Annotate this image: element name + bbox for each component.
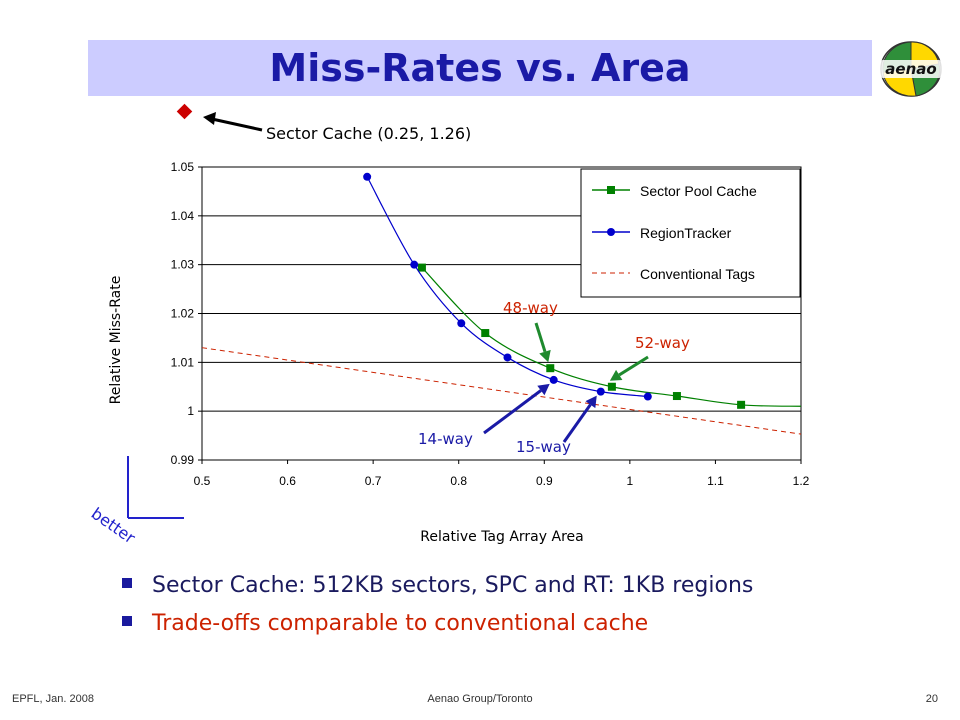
annotation-14-way-arrow <box>483 389 542 435</box>
x-tick-label: 1.1 <box>707 474 724 488</box>
y-tick-label: 1.05 <box>171 160 195 174</box>
series-line-conventional-tags <box>201 347 802 435</box>
annotation-15-way-arrowhead <box>585 395 597 409</box>
footer-center: Aenao Group/Toronto <box>427 693 533 705</box>
x-tick-label: 1.2 <box>793 474 810 488</box>
y-tick-label: 0.99 <box>171 453 195 467</box>
better-indicator: better <box>88 456 184 548</box>
annotations-layer: 48-way 52-way 14-way 15-way <box>418 299 690 456</box>
series-layer <box>201 172 802 435</box>
annotation-14-way: 14-way <box>418 430 473 448</box>
data-point-sector-pool-cache <box>481 329 490 338</box>
annotation-15-way-arrow <box>562 403 592 443</box>
data-point-regiontracker <box>503 353 512 362</box>
data-point-sector-pool-cache <box>546 364 555 373</box>
footer-left: EPFL, Jan. 2008 <box>12 693 94 705</box>
data-point-sector-pool-cache <box>607 382 616 391</box>
better-label: better <box>88 504 139 548</box>
sector-cache-outlier-label: Sector Cache (0.25, 1.26) <box>266 124 471 143</box>
y-tick-label: 1.03 <box>171 258 195 272</box>
data-point-regiontracker <box>363 172 372 181</box>
legend-marker-regiontracker <box>607 228 615 236</box>
data-point-sector-pool-cache <box>672 392 681 401</box>
annotation-48-way: 48-way <box>503 299 558 317</box>
x-tick-label: 1 <box>627 474 634 488</box>
x-axis-label: Relative Tag Array Area <box>420 529 583 545</box>
legend: Sector Pool Cache RegionTracker Conventi… <box>580 168 801 298</box>
legend-label-regiontracker: RegionTracker <box>640 225 732 241</box>
data-point-regiontracker <box>457 319 466 328</box>
annotation-52-way-arrow <box>618 355 649 377</box>
legend-label-sector-pool-cache: Sector Pool Cache <box>640 183 757 199</box>
bullet-text: Trade-offs comparable to conventional ca… <box>152 611 649 636</box>
y-axis-label: Relative Miss-Rate <box>108 276 124 405</box>
data-point-sector-pool-cache <box>737 400 746 409</box>
title-bar <box>88 40 872 96</box>
annotation-52-way-arrowhead <box>609 369 623 381</box>
bullet-text: Sector Cache: 512KB sectors, SPC and RT:… <box>152 573 754 598</box>
bullet-item: Trade-offs comparable to conventional ca… <box>122 611 648 636</box>
annotation-14-way-arrowhead <box>537 383 550 396</box>
logo-text: aenao <box>885 60 936 78</box>
y-tick-label: 1.02 <box>171 307 195 321</box>
sector-cache-outlier: Sector Cache (0.25, 1.26) <box>176 103 471 143</box>
x-tick-label: 0.7 <box>365 474 382 488</box>
slide-title: Miss-Rates vs. Area <box>269 46 691 90</box>
x-tick-label: 0.5 <box>194 474 211 488</box>
data-point-sector-pool-cache <box>417 263 426 272</box>
annotation-48-way-arrowhead <box>539 349 551 363</box>
bullet-square-icon <box>122 616 132 626</box>
x-tick-label: 0.9 <box>536 474 553 488</box>
data-point-regiontracker <box>549 375 558 384</box>
y-tick-label: 1.04 <box>171 209 195 223</box>
x-axis-ticks: 0.5 0.6 0.7 0.8 0.9 1 1.1 1.2 <box>194 460 810 488</box>
x-tick-label: 0.8 <box>450 474 467 488</box>
legend-marker-sector-pool-cache <box>607 186 615 194</box>
x-tick-label: 0.6 <box>279 474 296 488</box>
annotation-15-way: 15-way <box>516 438 571 456</box>
annotation-52-way: 52-way <box>635 334 690 352</box>
bullet-square-icon <box>122 578 132 588</box>
legend-label-conventional-tags: Conventional Tags <box>640 266 755 282</box>
y-tick-label: 1.01 <box>171 355 195 369</box>
data-point-regiontracker <box>596 387 605 396</box>
annotation-48-way-arrow <box>534 322 547 353</box>
data-point-regiontracker <box>643 392 652 401</box>
data-point-regiontracker <box>410 260 419 269</box>
bullet-item: Sector Cache: 512KB sectors, SPC and RT:… <box>122 573 753 598</box>
page-number: 20 <box>925 693 938 705</box>
y-tick-label: 1 <box>187 404 194 418</box>
y-axis-ticks: 0.99 1 1.01 1.02 1.03 1.04 1.05 <box>171 160 202 467</box>
sector-cache-outlier-marker <box>176 103 193 120</box>
aenao-logo-icon: aenao <box>880 41 942 97</box>
